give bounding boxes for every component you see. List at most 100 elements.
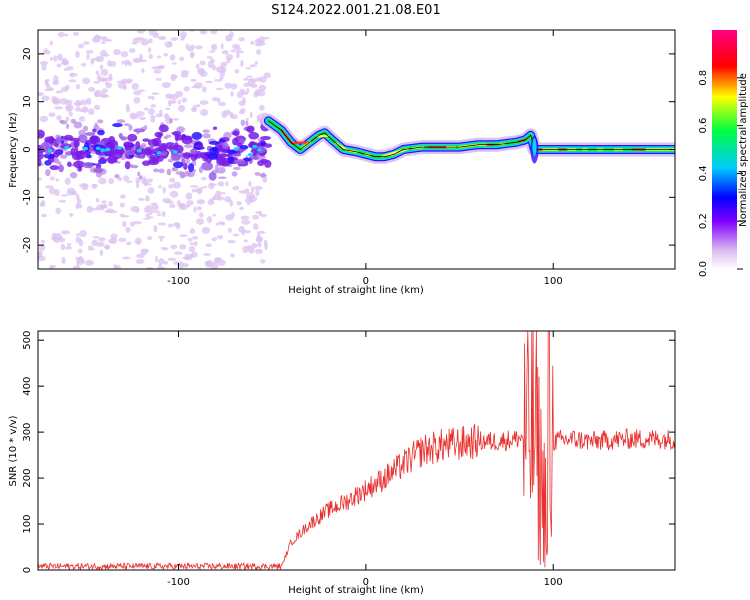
noise-blob [41, 213, 47, 218]
noise-blob [56, 63, 62, 68]
noise-blob [57, 31, 66, 38]
noise-blob [249, 111, 253, 119]
noise-blob [258, 84, 267, 92]
noise-blob [199, 60, 206, 66]
noise-blob [134, 237, 142, 245]
noise-blob [165, 134, 172, 138]
noise-blob [212, 213, 217, 217]
noise-blob [108, 73, 113, 80]
band-blob [97, 151, 106, 156]
spectrogram-y-axis-label: Frequency (Hz) [8, 112, 19, 188]
band-blob [38, 129, 45, 139]
noise-blob [208, 50, 216, 53]
band-blob [227, 156, 235, 164]
noise-blob [237, 37, 245, 42]
noise-blob [163, 53, 169, 57]
noise-blob [217, 97, 221, 103]
noise-blob [95, 241, 105, 247]
band-blob [248, 132, 260, 140]
band-blob [156, 154, 164, 162]
noise-blob [258, 104, 265, 111]
y-tick-label: 300 [22, 423, 33, 442]
band-hotspot [116, 146, 122, 150]
noise-blob [259, 173, 267, 177]
noise-blob [100, 203, 105, 210]
noise-blob [58, 199, 67, 203]
noise-blob [93, 90, 103, 98]
noise-blob [146, 236, 153, 240]
noise-blob [234, 69, 240, 74]
noise-blob [77, 248, 83, 254]
band-blob [260, 135, 272, 141]
noise-blob [193, 241, 198, 247]
noise-blob [99, 249, 104, 256]
noise-blob [65, 246, 73, 250]
noise-blob [119, 213, 125, 218]
noise-blob [96, 74, 102, 82]
noise-blob [147, 187, 155, 194]
y-tick-label: 100 [22, 514, 33, 533]
band-blob [246, 125, 255, 133]
noise-blob [220, 43, 224, 50]
noise-blob [145, 195, 150, 202]
noise-blob [229, 253, 235, 258]
noise-blob [232, 233, 240, 237]
noise-blob [75, 84, 81, 90]
snr-y-axis-label: SNR (10 * v/v) [8, 415, 19, 486]
noise-blob [256, 232, 261, 240]
band-blob [139, 148, 151, 154]
band-blob [158, 143, 169, 149]
noise-blob [169, 53, 176, 61]
band-blob [170, 153, 181, 161]
noise-blob [49, 87, 55, 91]
noise-blob [100, 79, 108, 82]
noise-blob [183, 86, 190, 92]
noise-blob [147, 216, 154, 219]
noise-blob [151, 92, 160, 95]
noise-blob [231, 171, 238, 177]
band-hotspot [156, 151, 162, 155]
noise-blob [145, 213, 150, 218]
band-hotspot [47, 148, 53, 153]
noise-blob [245, 67, 252, 70]
band-blob [73, 160, 85, 169]
snr-y-ticks: 0 100 200 300 400 500 [22, 331, 675, 573]
x-tick-label: 100 [544, 577, 563, 588]
noise-blob [243, 77, 249, 81]
noise-blob [180, 37, 185, 41]
noise-blob [253, 185, 263, 190]
noise-blob [114, 173, 120, 179]
noise-blob [52, 97, 61, 105]
noise-blob [252, 214, 260, 220]
noise-blob [243, 82, 252, 88]
band-blob [227, 149, 238, 155]
noise-blob [144, 206, 150, 214]
noise-blob [190, 107, 197, 113]
noise-blob [167, 223, 174, 228]
noise-blob [167, 257, 177, 261]
noise-blob [249, 64, 257, 68]
noise-blob [192, 169, 197, 173]
noise-blob [175, 222, 181, 230]
band-blob [123, 141, 134, 147]
noise-blob [189, 185, 199, 188]
band-blob [84, 132, 96, 136]
noise-blob [126, 241, 132, 246]
band-blob [209, 146, 218, 156]
noise-blob [172, 181, 181, 189]
noise-blob [209, 198, 215, 202]
noise-blob [69, 213, 74, 217]
noise-blob [240, 119, 246, 127]
noise-blob [79, 99, 88, 106]
noise-blob [76, 198, 82, 205]
noise-blob [133, 96, 141, 104]
band-blob [172, 161, 184, 169]
noise-blob [161, 81, 171, 89]
noise-blob [211, 97, 220, 102]
band-blob [127, 133, 138, 142]
noise-blob [81, 182, 89, 191]
noise-blob [80, 62, 87, 67]
band-blob [106, 151, 114, 155]
